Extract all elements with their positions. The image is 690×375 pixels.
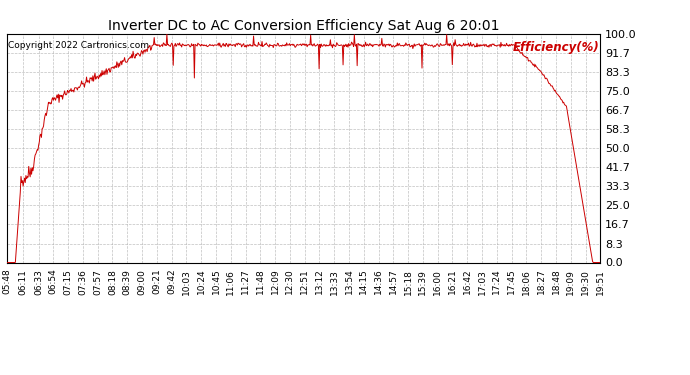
Title: Inverter DC to AC Conversion Efficiency Sat Aug 6 20:01: Inverter DC to AC Conversion Efficiency … bbox=[108, 19, 500, 33]
Text: Efficiency(%): Efficiency(%) bbox=[513, 40, 599, 54]
Text: Copyright 2022 Cartronics.com: Copyright 2022 Cartronics.com bbox=[8, 40, 149, 50]
